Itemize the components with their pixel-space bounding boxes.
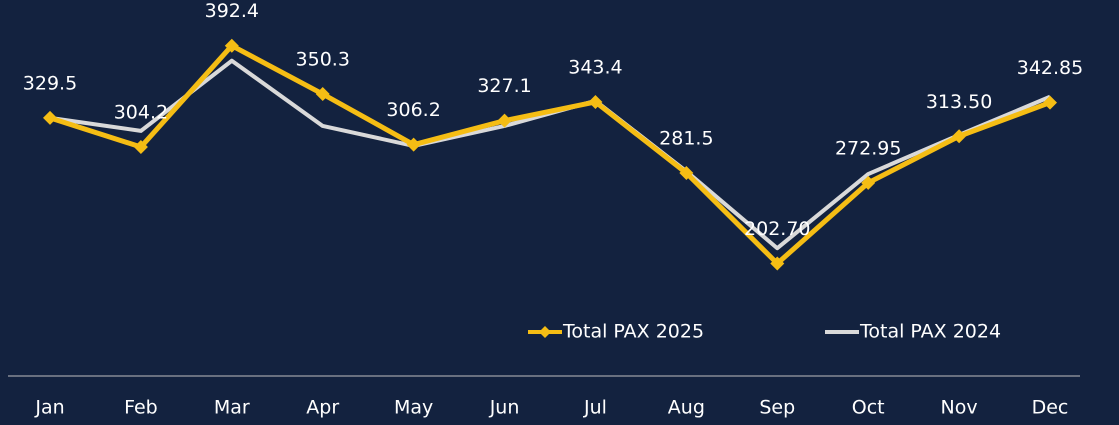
x-tick-label: Oct <box>852 397 885 419</box>
data-label: 202.70 <box>744 218 810 240</box>
marker <box>861 175 876 190</box>
series-line <box>49 43 1051 266</box>
data-label: 327.1 <box>477 75 531 97</box>
marker <box>679 166 694 181</box>
marker <box>1043 95 1057 110</box>
x-tick-label: Dec <box>1032 397 1069 419</box>
marker <box>770 256 785 271</box>
data-label: 272.95 <box>835 137 901 159</box>
x-tick-label: Mar <box>214 397 250 419</box>
marker <box>133 139 148 154</box>
legend-marker <box>539 326 551 338</box>
x-tick-label: Jun <box>489 397 520 419</box>
marker <box>952 129 967 144</box>
x-tick-label: Jan <box>34 397 64 419</box>
data-label: 281.5 <box>659 128 713 150</box>
data-label: 343.4 <box>568 56 622 78</box>
data-label: 313.50 <box>926 91 992 113</box>
marker <box>406 137 421 152</box>
data-label: 306.2 <box>386 99 440 121</box>
data-label: 350.3 <box>296 49 350 71</box>
marker <box>497 113 512 128</box>
marker <box>43 110 57 125</box>
legend-label: Total PAX 2025 <box>562 321 704 343</box>
data-label: 342.85 <box>1017 57 1083 79</box>
x-tick-label: Apr <box>306 397 339 419</box>
data-label: 304.2 <box>114 101 168 123</box>
data-label: 329.5 <box>23 72 77 94</box>
x-tick-label: May <box>394 397 433 419</box>
marker <box>588 94 603 109</box>
marker <box>315 87 330 102</box>
marker <box>224 38 239 53</box>
x-tick-label: Aug <box>668 397 705 419</box>
data-label: 392.4 <box>205 0 259 22</box>
x-tick-label: Jul <box>583 397 607 419</box>
x-tick-label: Nov <box>941 397 978 419</box>
legend-label: Total PAX 2024 <box>859 321 1001 343</box>
x-tick-label: Sep <box>759 397 795 419</box>
x-tick-label: Feb <box>124 397 158 419</box>
